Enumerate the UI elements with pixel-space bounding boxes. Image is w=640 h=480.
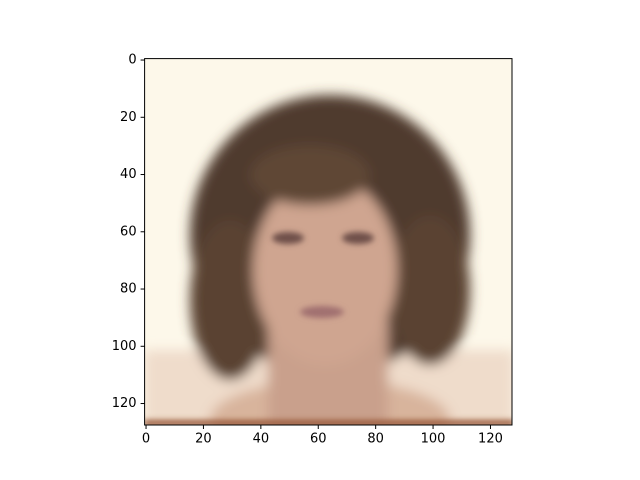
y-tick-label: 0 xyxy=(128,53,136,68)
x-tick-label: 20 xyxy=(195,432,212,447)
y-tick-label: 60 xyxy=(120,224,137,239)
x-tick-label: 60 xyxy=(310,432,327,447)
y-tick-label: 100 xyxy=(112,339,137,354)
y-tick-label: 20 xyxy=(120,110,137,125)
x-tick-label: 120 xyxy=(478,432,503,447)
y-tick-label: 120 xyxy=(112,396,137,411)
x-tick-label: 40 xyxy=(253,432,270,447)
x-tick-label: 0 xyxy=(142,432,150,447)
y-tick-label: 40 xyxy=(120,167,137,182)
y-tick-label: 80 xyxy=(120,282,137,297)
x-tick-label: 80 xyxy=(367,432,384,447)
axes-frame xyxy=(144,58,513,426)
x-tick-label: 100 xyxy=(421,432,446,447)
image xyxy=(144,58,512,425)
